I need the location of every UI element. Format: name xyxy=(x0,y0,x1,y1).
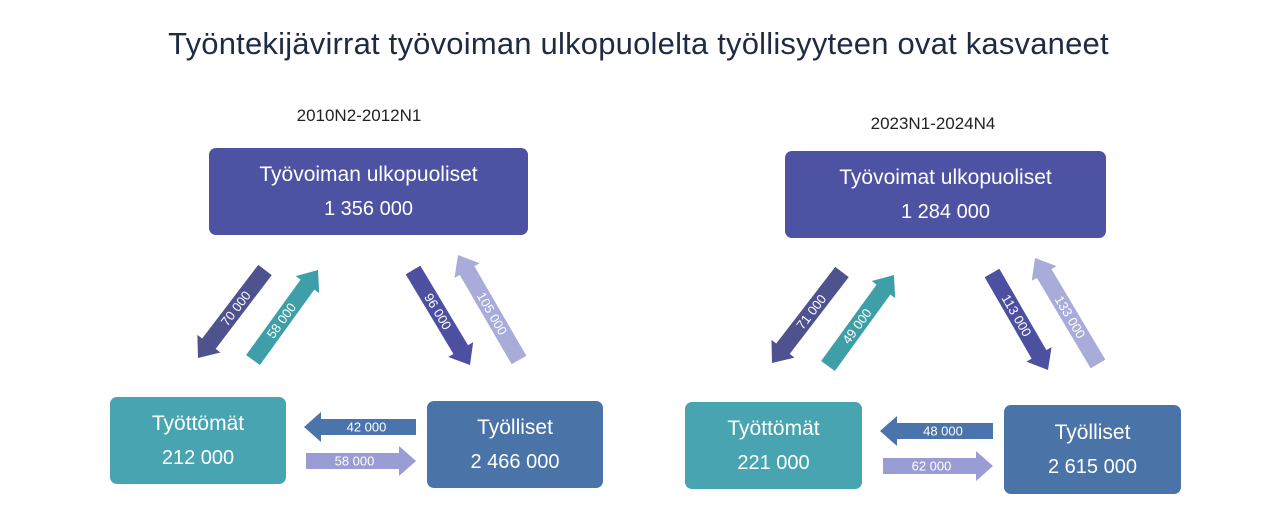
box-label: Työlliset xyxy=(1054,420,1131,444)
employed-box: Työlliset 2 466 000 xyxy=(427,401,603,488)
arrow-unemployed-to-employed-shape xyxy=(306,446,416,476)
arrow-employed-to-outside-value: 133 000 xyxy=(1052,293,1089,341)
box-value: 221 000 xyxy=(737,452,810,475)
period-label-1: 2010N2-2012N1 xyxy=(296,106,422,125)
box-value: 2 466 000 xyxy=(470,451,560,474)
arrow-employed-to-outside-shape xyxy=(454,255,527,365)
arrow-outside-to-unemployed-shape xyxy=(771,266,849,364)
arrow-outside-to-unemployed-shape xyxy=(197,264,272,358)
unemployed-box: Työttömät 221 000 xyxy=(685,402,862,489)
arrow-employed-to-outside-shape xyxy=(1031,258,1106,369)
arrow-unemployed-to-outside-shape xyxy=(821,274,896,371)
arrow-unemployed-to-employed: 62 000 xyxy=(883,451,993,481)
period-label-2: 2023N1-2024N4 xyxy=(870,114,996,133)
unemployed-box: Työttömät 212 000 xyxy=(110,397,286,484)
box-label: Työvoiman ulkopuoliset xyxy=(259,162,478,186)
arrow-outside-to-employed-shape xyxy=(984,268,1052,371)
arrow-outside-to-employed-shape xyxy=(405,265,474,365)
page-title: Työntekijävirrat työvoiman ulkopuolelta … xyxy=(168,26,1109,61)
arrow-unemployed-to-employed-shape xyxy=(883,451,993,481)
arrow-employed-to-unemployed: 48 000 xyxy=(880,416,993,446)
arrow-employed-to-unemployed-shape xyxy=(304,412,416,442)
arrow-employed-to-unemployed: 42 000 xyxy=(304,412,416,442)
arrow-unemployed-to-employed-value: 58 000 xyxy=(335,454,375,469)
arrow-employed-to-unemployed-shape xyxy=(880,416,993,446)
arrow-unemployed-to-employed: 58 000 xyxy=(306,446,416,476)
outside-labour-force-box: Työvoimat ulkopuoliset 1 284 000 xyxy=(785,151,1106,238)
box-label: Työlliset xyxy=(477,415,553,439)
arrow-outside-to-unemployed-value: 71 000 xyxy=(793,292,829,333)
arrow-employed-to-unemployed-value: 48 000 xyxy=(923,424,963,439)
arrow-unemployed-to-outside-shape xyxy=(246,270,320,365)
outside-labour-force-box: Työvoiman ulkopuoliset 1 356 000 xyxy=(209,148,528,235)
arrow-employed-to-unemployed-value: 42 000 xyxy=(347,420,387,435)
box-label: Työttömät xyxy=(727,416,820,440)
arrow-unemployed-to-employed-value: 62 000 xyxy=(912,459,952,474)
box-value: 1 284 000 xyxy=(901,201,990,224)
box-value: 212 000 xyxy=(161,447,235,470)
box-label: Työvoimat ulkopuoliset xyxy=(839,165,1052,189)
box-value: 1 356 000 xyxy=(324,198,413,221)
employed-box: Työlliset 2 615 000 xyxy=(1004,405,1181,494)
box-value: 2 615 000 xyxy=(1048,456,1137,479)
box-label: Työttömät xyxy=(151,411,245,435)
arrow-outside-to-unemployed-value: 70 000 xyxy=(218,288,254,329)
